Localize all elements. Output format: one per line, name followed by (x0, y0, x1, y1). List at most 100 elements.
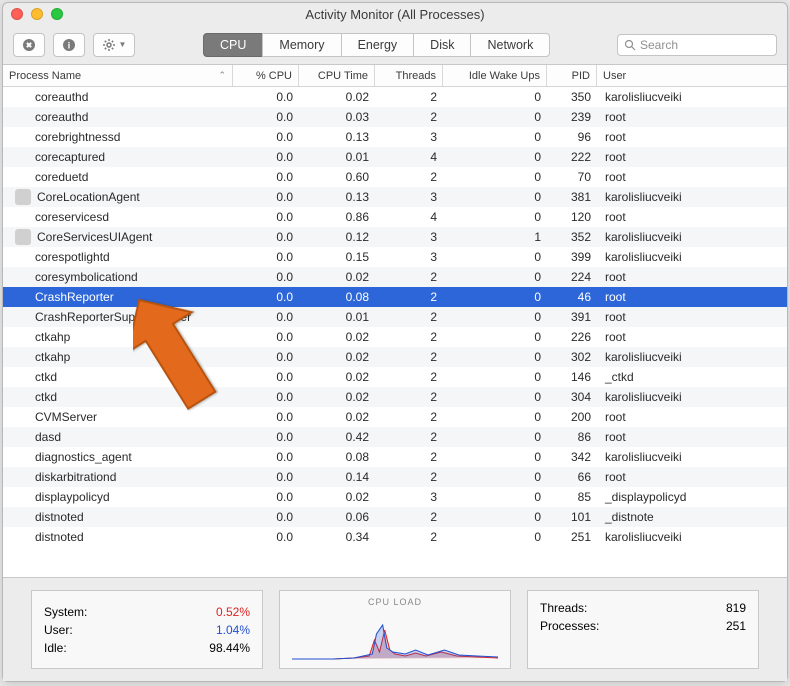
tab-cpu[interactable]: CPU (203, 33, 263, 57)
col-pid[interactable]: PID (547, 65, 597, 86)
table-row[interactable]: diskarbitrationd0.00.142066root (3, 467, 787, 487)
maximize-button[interactable] (51, 8, 63, 20)
user-cell: root (597, 310, 787, 324)
pid-cell: 352 (547, 230, 597, 244)
stat-row: Idle:98.44% (44, 639, 250, 657)
stop-process-button[interactable] (13, 33, 45, 57)
table-row[interactable]: dasd0.00.422086root (3, 427, 787, 447)
table-row[interactable]: CoreServicesUIAgent0.00.1231352karolisli… (3, 227, 787, 247)
process-name-cell: coreauthd (3, 90, 233, 104)
process-name-cell: CoreLocationAgent (3, 189, 233, 205)
cpu-cell: 0.0 (233, 290, 299, 304)
pid-cell: 304 (547, 390, 597, 404)
table-row[interactable]: ctkd0.00.0220304karolisliucveiki (3, 387, 787, 407)
table-row[interactable]: displaypolicyd0.00.023085_displaypolicyd (3, 487, 787, 507)
process-name-cell: CrashReporter (3, 290, 233, 304)
search-placeholder: Search (640, 38, 678, 52)
titlebar: Activity Monitor (All Processes) (3, 3, 787, 25)
threads-cell: 2 (375, 110, 443, 124)
table-row[interactable]: CVMServer0.00.0220200root (3, 407, 787, 427)
app-icon (15, 189, 31, 205)
tab-disk[interactable]: Disk (413, 33, 471, 57)
stat-row: User:1.04% (44, 621, 250, 639)
threads-cell: 2 (375, 390, 443, 404)
stop-icon (22, 38, 36, 52)
cpu-cell: 0.0 (233, 350, 299, 364)
time-cell: 0.15 (299, 250, 375, 264)
time-cell: 0.02 (299, 410, 375, 424)
process-name-cell: corebrightnessd (3, 130, 233, 144)
pid-cell: 120 (547, 210, 597, 224)
tab-network[interactable]: Network (470, 33, 550, 57)
user-cell: karolisliucveiki (597, 230, 787, 244)
wake-cell: 0 (443, 490, 547, 504)
table-row[interactable]: diagnostics_agent0.00.0820342karolisliuc… (3, 447, 787, 467)
table-row[interactable]: CrashReporter0.00.082046root (3, 287, 787, 307)
cpu-cell: 0.0 (233, 370, 299, 384)
stat-label: Idle: (44, 641, 67, 655)
threads-cell: 2 (375, 510, 443, 524)
wake-cell: 0 (443, 450, 547, 464)
table-row[interactable]: ctkahp0.00.0220226root (3, 327, 787, 347)
col-threads[interactable]: Threads (375, 65, 443, 86)
wake-cell: 0 (443, 210, 547, 224)
table-row[interactable]: ctkahp0.00.0220302karolisliucveiki (3, 347, 787, 367)
threads-cell: 3 (375, 130, 443, 144)
tab-memory[interactable]: Memory (262, 33, 341, 57)
table-row[interactable]: distnoted0.00.3420251karolisliucveiki (3, 527, 787, 547)
gear-icon (102, 38, 116, 52)
time-cell: 0.13 (299, 190, 375, 204)
options-button[interactable]: ▼ (93, 33, 135, 57)
process-name-cell: displaypolicyd (3, 490, 233, 504)
wake-cell: 0 (443, 150, 547, 164)
wake-cell: 1 (443, 230, 547, 244)
cpu-cell: 0.0 (233, 90, 299, 104)
process-name-cell: diskarbitrationd (3, 470, 233, 484)
stat-row: Threads:819 (540, 599, 746, 617)
user-cell: karolisliucveiki (597, 450, 787, 464)
search-field[interactable]: Search (617, 34, 777, 56)
wake-cell: 0 (443, 110, 547, 124)
threads-cell: 2 (375, 330, 443, 344)
table-row[interactable]: CrashReporterSupportHelper0.00.0120391ro… (3, 307, 787, 327)
table-row[interactable]: ctkd0.00.0220146_ctkd (3, 367, 787, 387)
cpu-load-graph (292, 610, 498, 660)
table-row[interactable]: coreservicesd0.00.8640120root (3, 207, 787, 227)
col-cpu[interactable]: % CPU (233, 65, 299, 86)
table-row[interactable]: CoreLocationAgent0.00.1330381karolisliuc… (3, 187, 787, 207)
threads-cell: 2 (375, 450, 443, 464)
col-user[interactable]: User (597, 65, 787, 86)
threads-cell: 2 (375, 410, 443, 424)
table-row[interactable]: coreduetd0.00.602070root (3, 167, 787, 187)
table-row[interactable]: corespotlightd0.00.1530399karolisliucvei… (3, 247, 787, 267)
col-process-name[interactable]: Process Name⌃ (3, 65, 233, 86)
threads-cell: 4 (375, 150, 443, 164)
table-row[interactable]: coreauthd0.00.0320239root (3, 107, 787, 127)
time-cell: 0.02 (299, 270, 375, 284)
cpu-cell: 0.0 (233, 250, 299, 264)
time-cell: 0.86 (299, 210, 375, 224)
search-icon (624, 39, 636, 51)
pid-cell: 381 (547, 190, 597, 204)
process-name-cell: ctkahp (3, 330, 233, 344)
table-row[interactable]: distnoted0.00.0620101_distnote (3, 507, 787, 527)
threads-cell: 2 (375, 170, 443, 184)
time-cell: 0.14 (299, 470, 375, 484)
table-row[interactable]: coresymbolicationd0.00.0220224root (3, 267, 787, 287)
close-button[interactable] (11, 8, 23, 20)
col-wake[interactable]: Idle Wake Ups (443, 65, 547, 86)
threads-cell: 2 (375, 370, 443, 384)
tab-energy[interactable]: Energy (341, 33, 415, 57)
stat-row: System:0.52% (44, 603, 250, 621)
threads-cell: 2 (375, 270, 443, 284)
user-cell: root (597, 110, 787, 124)
table-row[interactable]: coreauthd0.00.0220350karolisliucveiki (3, 87, 787, 107)
minimize-button[interactable] (31, 8, 43, 20)
pid-cell: 239 (547, 110, 597, 124)
inspect-process-button[interactable]: i (53, 33, 85, 57)
user-cell: _ctkd (597, 370, 787, 384)
col-cpu-time[interactable]: CPU Time (299, 65, 375, 86)
wake-cell: 0 (443, 250, 547, 264)
table-row[interactable]: corecaptured0.00.0140222root (3, 147, 787, 167)
table-row[interactable]: corebrightnessd0.00.133096root (3, 127, 787, 147)
